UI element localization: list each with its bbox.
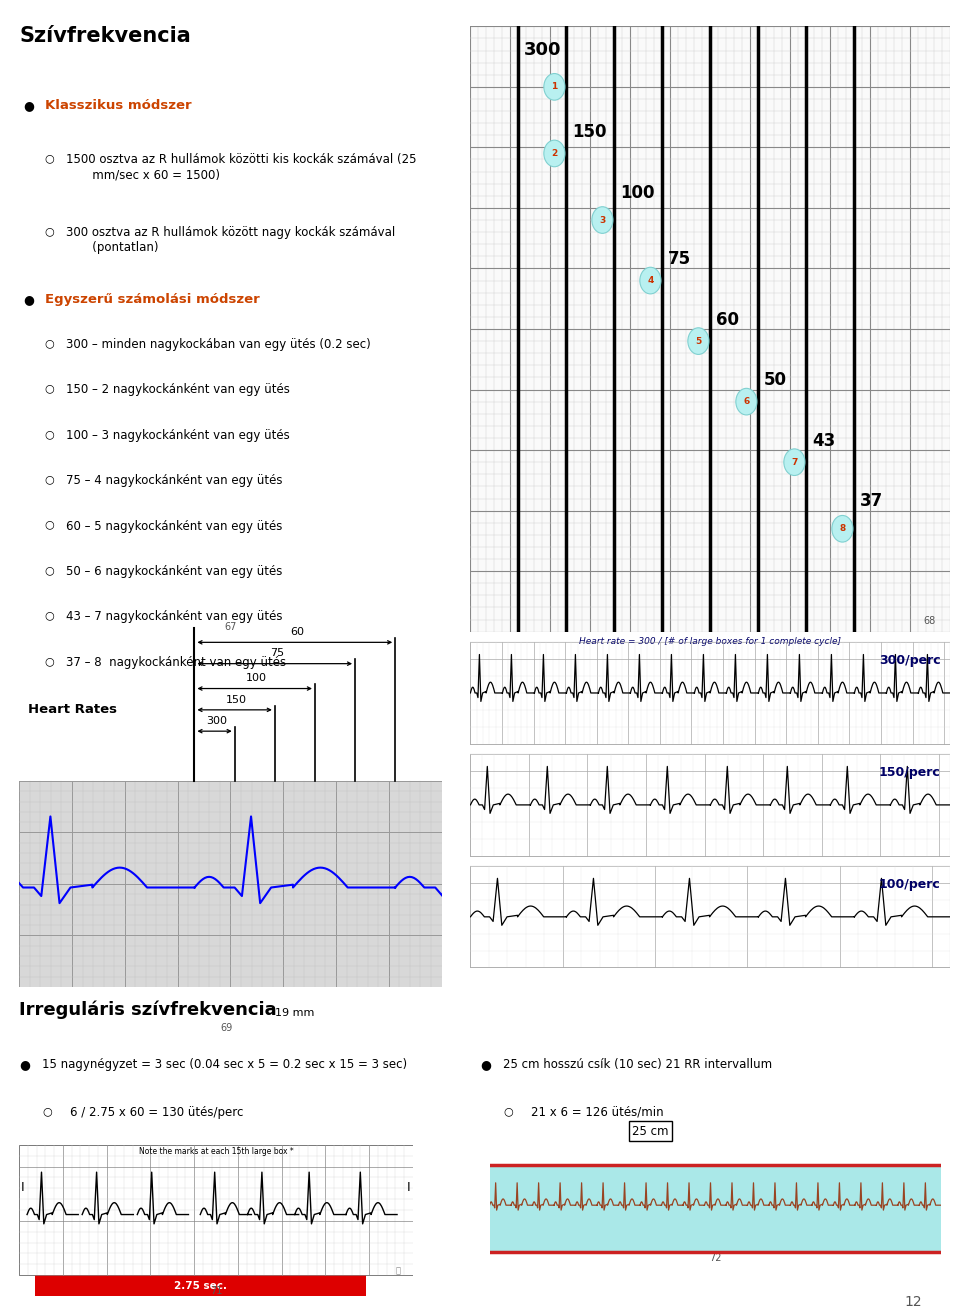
Text: 100/perc: 100/perc <box>879 878 941 891</box>
Text: 150 – 2 nagykockánként van egy ütés: 150 – 2 nagykockánként van egy ütés <box>65 383 290 396</box>
Text: 71: 71 <box>210 1286 222 1296</box>
Bar <box>490 1165 941 1253</box>
Text: Irreguláris szívfrekvencia: Irreguláris szívfrekvencia <box>19 1000 276 1019</box>
Text: Heart Rates: Heart Rates <box>28 703 117 716</box>
Text: 60 – 5 nagykockánként van egy ütés: 60 – 5 nagykockánként van egy ütés <box>65 520 282 533</box>
Text: 60: 60 <box>290 626 304 637</box>
Text: 150: 150 <box>572 124 607 141</box>
Text: Heart rate = 300 / [# of large boxes for 1 complete cycle]: Heart rate = 300 / [# of large boxes for… <box>580 637 841 646</box>
Text: 12: 12 <box>904 1295 922 1309</box>
Text: Klasszikus módszer: Klasszikus módszer <box>44 99 191 112</box>
Text: ○: ○ <box>44 226 55 236</box>
Text: 6: 6 <box>743 397 750 407</box>
Bar <box>470 642 950 744</box>
Text: 300: 300 <box>524 41 562 59</box>
Text: 15 nagynégyzet = 3 sec (0.04 sec x 5 = 0.2 sec x 15 = 3 sec): 15 nagynégyzet = 3 sec (0.04 sec x 5 = 0… <box>42 1058 407 1071</box>
Text: ○: ○ <box>503 1105 513 1116</box>
Circle shape <box>639 267 660 293</box>
Text: ○: ○ <box>42 1154 52 1163</box>
Text: 43: 43 <box>812 432 835 450</box>
Circle shape <box>687 328 708 354</box>
Text: 300/perc: 300/perc <box>879 654 941 667</box>
Text: Note the marks at each 15th large box *: Note the marks at each 15th large box * <box>138 1148 294 1157</box>
Text: 25 cm: 25 cm <box>633 1125 669 1137</box>
Text: 72: 72 <box>708 1253 722 1263</box>
Circle shape <box>543 139 564 167</box>
Text: 8: 8 <box>839 524 846 533</box>
Bar <box>35 1275 366 1296</box>
Text: 150: 150 <box>227 695 248 704</box>
Text: 100: 100 <box>247 674 267 683</box>
Text: 1500 osztva az R hullámok közötti kis kockák számával (25
       mm/sec x 60 = 1: 1500 osztva az R hullámok közötti kis ko… <box>65 154 417 182</box>
Text: 19 mm: 19 mm <box>276 1008 315 1019</box>
Circle shape <box>591 207 612 233</box>
Text: 50 – 6 nagykockánként van egy ütés: 50 – 6 nagykockánként van egy ütés <box>65 565 282 578</box>
Text: ○: ○ <box>44 655 55 666</box>
Text: 67: 67 <box>225 621 236 632</box>
Text: 3 sec alatt 6 ütés - 1perc alatt  120 (60/3 x 6 = 120): 3 sec alatt 6 ütés - 1perc alatt 120 (60… <box>70 1154 380 1166</box>
Text: ○: ○ <box>44 154 55 163</box>
Text: ○: ○ <box>44 565 55 575</box>
Text: 60: 60 <box>716 311 739 329</box>
Text: Szívfrekvencia: Szívfrekvencia <box>19 26 191 46</box>
Text: 6 / 2.75 x 60 = 130 ütés/perc: 6 / 2.75 x 60 = 130 ütés/perc <box>70 1105 243 1119</box>
Bar <box>19 780 442 987</box>
Text: I: I <box>21 1180 25 1194</box>
Text: ●: ● <box>19 1058 30 1071</box>
Text: 75: 75 <box>668 250 691 268</box>
Text: 7: 7 <box>791 458 798 467</box>
Text: ○: ○ <box>44 520 55 529</box>
Text: 68: 68 <box>924 616 936 625</box>
Text: 2: 2 <box>551 149 558 158</box>
Text: 25 cm hosszú csík (10 sec) 21 RR intervallum: 25 cm hosszú csík (10 sec) 21 RR interva… <box>503 1058 772 1071</box>
Text: 300 osztva az R hullámok között nagy kockák számával
       (pontatlan): 300 osztva az R hullámok között nagy koc… <box>65 226 395 254</box>
Text: 5: 5 <box>695 337 702 346</box>
Text: ●: ● <box>480 1058 491 1071</box>
Circle shape <box>831 516 853 542</box>
Circle shape <box>543 74 564 100</box>
Text: ○: ○ <box>44 429 55 438</box>
Text: ○: ○ <box>44 474 55 484</box>
Text: ⬛: ⬛ <box>396 1266 401 1275</box>
Text: ○: ○ <box>44 383 55 393</box>
Bar <box>470 754 950 855</box>
Text: 37: 37 <box>860 492 883 511</box>
Text: 100 – 3 nagykockánként van egy ütés: 100 – 3 nagykockánként van egy ütés <box>65 429 289 442</box>
Bar <box>19 1145 413 1275</box>
Text: 150/perc: 150/perc <box>879 766 941 779</box>
Text: ●: ● <box>23 99 35 112</box>
Text: 300 – minden nagykockában van egy ütés (0.2 sec): 300 – minden nagykockában van egy ütés (… <box>65 338 371 351</box>
Text: 3: 3 <box>599 216 606 225</box>
Text: 75 – 4 nagykockánként van egy ütés: 75 – 4 nagykockánként van egy ütés <box>65 474 282 487</box>
Text: 75: 75 <box>270 649 284 658</box>
Text: ○: ○ <box>42 1105 52 1116</box>
Text: ●: ● <box>23 292 35 305</box>
Text: 69: 69 <box>220 1023 232 1033</box>
Circle shape <box>736 388 756 415</box>
Circle shape <box>783 449 804 475</box>
Text: ○: ○ <box>44 611 55 620</box>
Bar <box>470 866 950 967</box>
Text: 2.75 sec.: 2.75 sec. <box>174 1280 227 1291</box>
Text: 37 – 8  nagykockánként van egy ütés: 37 – 8 nagykockánként van egy ütés <box>65 655 286 669</box>
Text: Egyszerű számolási módszer: Egyszerű számolási módszer <box>44 292 259 305</box>
Text: I: I <box>407 1180 411 1194</box>
Text: 21 x 6 = 126 ütés/min: 21 x 6 = 126 ütés/min <box>531 1105 663 1119</box>
Text: 4: 4 <box>647 276 654 286</box>
Text: 100: 100 <box>620 184 655 201</box>
Text: 43 – 7 nagykockánként van egy ütés: 43 – 7 nagykockánként van egy ütés <box>65 611 282 624</box>
Text: ○: ○ <box>44 338 55 347</box>
Text: 50: 50 <box>764 371 787 390</box>
Text: 300: 300 <box>206 716 228 726</box>
Text: 1: 1 <box>551 83 558 91</box>
